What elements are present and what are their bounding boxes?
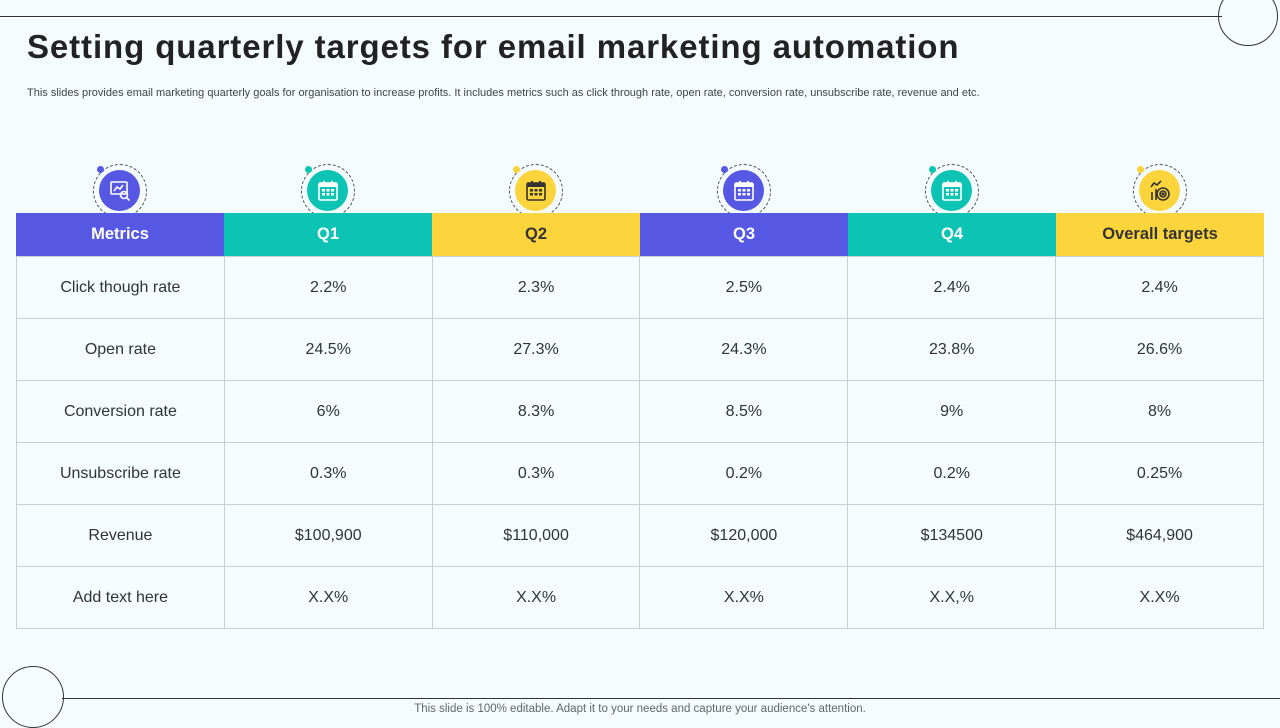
table-cell: 27.3% (433, 319, 641, 380)
table-row: Click though rate 2.2% 2.3% 2.5% 2.4% 2.… (17, 257, 1264, 319)
table-cell: 0.2% (848, 443, 1057, 504)
table-cell: 0.3% (225, 443, 433, 504)
table-cell: X.X% (1056, 567, 1264, 628)
table-cell: 8.3% (433, 381, 641, 442)
metric-label: Add text here (17, 567, 225, 628)
table-cell: 23.8% (848, 319, 1057, 380)
table-cell: X.X% (433, 567, 641, 628)
table-row: Conversion rate 6% 8.3% 8.5% 9% 8% (17, 381, 1264, 443)
table-cell: 0.3% (433, 443, 641, 504)
table-header-row: Metrics Q1 Q2 Q3 Q4 Overall targets (16, 213, 1264, 256)
table-cell: 8.5% (640, 381, 849, 442)
table-cell: $134500 (848, 505, 1057, 566)
metric-label: Revenue (17, 505, 225, 566)
table-cell: 2.4% (848, 257, 1057, 318)
top-decor-line (0, 16, 1222, 17)
table-row: Unsubscribe rate 0.3% 0.3% 0.2% 0.2% 0.2… (17, 443, 1264, 505)
table-cell: 9% (848, 381, 1057, 442)
bottom-decor-line (62, 698, 1280, 699)
table-cell: 6% (225, 381, 433, 442)
table-cell: 2.2% (225, 257, 433, 318)
header-q1: Q1 (224, 213, 432, 256)
table-cell: $120,000 (640, 505, 849, 566)
table-cell: 8% (1056, 381, 1264, 442)
top-decor-circle (1218, 0, 1278, 46)
targets-table: Metrics Q1 Q2 Q3 Q4 Overall targets Clic… (16, 213, 1264, 629)
table-cell: X.X,% (848, 567, 1057, 628)
header-q4: Q4 (848, 213, 1056, 256)
table-cell: 24.3% (640, 319, 849, 380)
calendar-icon (925, 164, 979, 218)
table-cell: 2.3% (433, 257, 641, 318)
table-cell: X.X% (225, 567, 433, 628)
table-body: Click though rate 2.2% 2.3% 2.5% 2.4% 2.… (16, 256, 1264, 629)
table-cell: 24.5% (225, 319, 433, 380)
metric-label: Open rate (17, 319, 225, 380)
analytics-presentation-icon (93, 164, 147, 218)
metric-label: Conversion rate (17, 381, 225, 442)
table-cell: 0.2% (640, 443, 849, 504)
table-cell: $100,900 (225, 505, 433, 566)
table-cell: 0.25% (1056, 443, 1264, 504)
header-q2: Q2 (432, 213, 640, 256)
page-title: Setting quarterly targets for email mark… (27, 28, 960, 65)
header-metrics: Metrics (16, 213, 224, 256)
calendar-icon (717, 164, 771, 218)
table-cell: $110,000 (433, 505, 641, 566)
table-row: Open rate 24.5% 27.3% 24.3% 23.8% 26.6% (17, 319, 1264, 381)
table-cell: X.X% (640, 567, 849, 628)
table-cell: 2.5% (640, 257, 849, 318)
header-q3: Q3 (640, 213, 848, 256)
metric-label: Unsubscribe rate (17, 443, 225, 504)
table-cell: $464,900 (1056, 505, 1264, 566)
metric-label: Click though rate (17, 257, 225, 318)
table-cell: 26.6% (1056, 319, 1264, 380)
calendar-icon (509, 164, 563, 218)
table-row: Add text here X.X% X.X% X.X% X.X,% X.X% (17, 567, 1264, 629)
page-subtitle: This slides provides email marketing qua… (27, 87, 980, 99)
table-cell: 2.4% (1056, 257, 1264, 318)
calendar-icon (301, 164, 355, 218)
bottom-decor-circle (2, 666, 64, 728)
target-icon (1133, 164, 1187, 218)
header-overall-targets: Overall targets (1056, 213, 1264, 256)
table-row: Revenue $100,900 $110,000 $120,000 $1345… (17, 505, 1264, 567)
footer-note: This slide is 100% editable. Adapt it to… (414, 703, 866, 715)
